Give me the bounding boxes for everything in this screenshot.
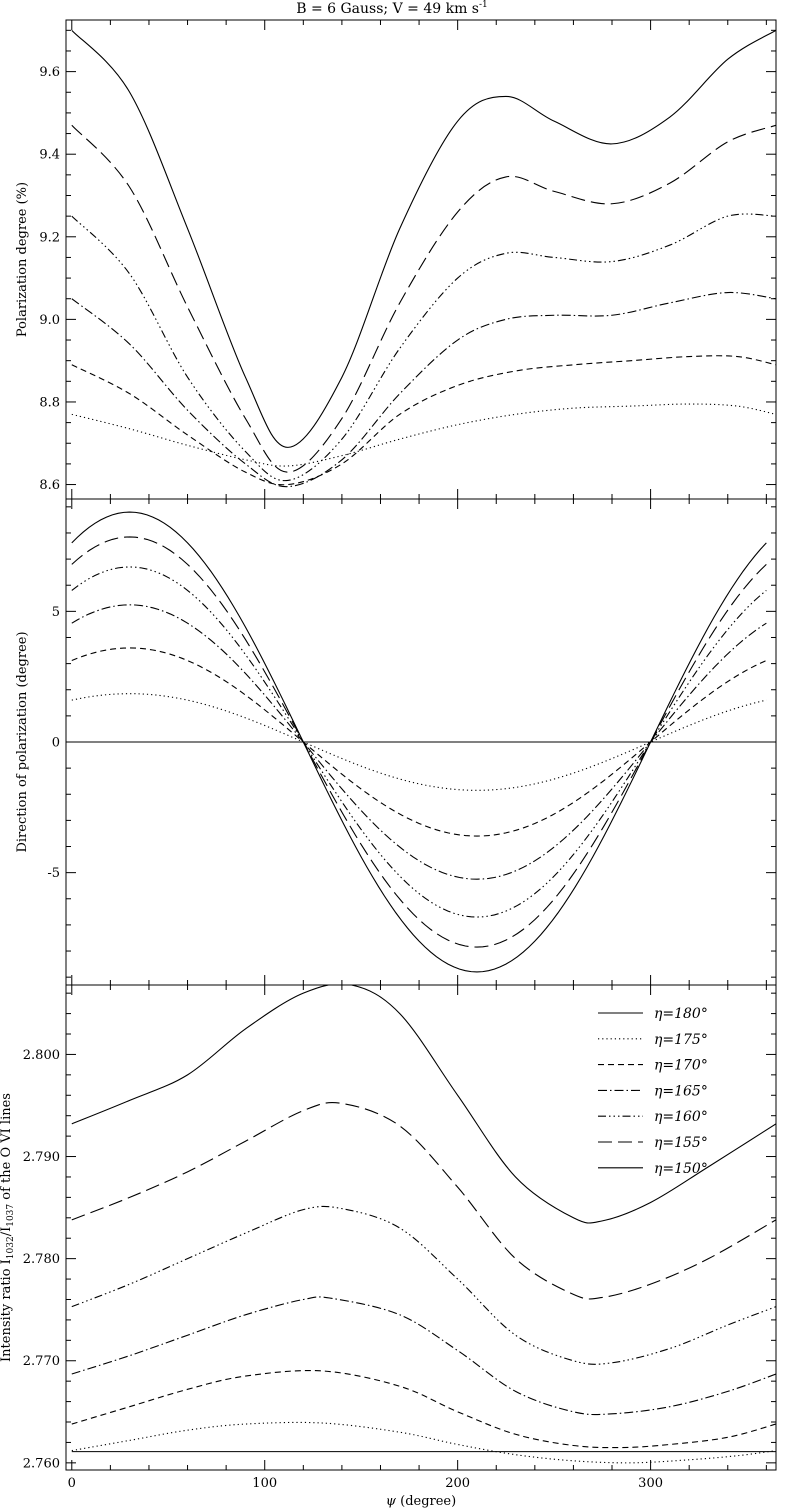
series-line-160	[71, 213, 776, 482]
y-axis-label: Direction of polarization (degree)	[15, 631, 30, 852]
y-axis-label: Polarization degree (%)	[15, 182, 30, 337]
legend: η=180° η=175° η=170° η=165° η=160° η=155° η=15…	[598, 1006, 708, 1177]
legend-label: η=160°	[654, 1109, 708, 1125]
y-tick-label: 9.4	[39, 148, 60, 163]
panel-direction-of-polarization: -5 0 5 Direction of polarization (degree)	[15, 498, 777, 986]
x-axis-label: ψ (degree)	[386, 1494, 456, 1509]
x-tick-label: 100	[252, 1476, 277, 1491]
x-tick-label: 200	[445, 1476, 470, 1491]
legend-label: η=170°	[654, 1058, 708, 1074]
series-line-160	[71, 1205, 776, 1365]
series-group	[71, 511, 767, 973]
y-tick-label: 8.8	[39, 395, 60, 410]
plot-frame	[65, 19, 777, 500]
x-tick-label: 300	[638, 1476, 663, 1491]
plot-frame	[65, 984, 777, 1471]
series-group	[71, 985, 776, 1464]
series-line-165	[71, 1296, 776, 1416]
y-tick-label: 9.6	[39, 65, 60, 80]
legend-label: η=175°	[654, 1032, 708, 1048]
series-line-175	[71, 403, 776, 467]
figure-title: B = 6 Gauss; V = 49 km s-1	[296, 0, 488, 17]
y-axis-label: Intensity ratio I1032/I1037 of the O VI …	[0, 1093, 16, 1362]
y-tick-label: 2.790	[23, 1150, 60, 1165]
y-tick-label: 2.770	[23, 1354, 60, 1369]
legend-label: η=165°	[654, 1083, 708, 1099]
series-line-165	[71, 291, 776, 488]
panel-intensity-ratio: 2.760 2.770 2.780 2.790 2.800 0 100 200 300 Inten…	[0, 984, 777, 1509]
series-line-170	[71, 1370, 776, 1449]
legend-label: η=155°	[654, 1135, 708, 1151]
svg-text:B = 6 Gauss; V = 49 km s-1: B = 6 Gauss; V = 49 km s-1	[296, 0, 488, 17]
y-tick-label: 0	[52, 736, 60, 751]
y-tick-label: 5	[52, 605, 60, 620]
series-line-150	[71, 985, 776, 1224]
y-tick-label: 9.0	[39, 313, 60, 328]
series-line-150	[71, 29, 776, 448]
y-tick-label: 2.760	[23, 1456, 60, 1471]
y-tick-label: 2.800	[23, 1048, 60, 1063]
series-line-170	[71, 355, 776, 486]
x-tick-label: 0	[68, 1476, 76, 1491]
series-line-175	[71, 1421, 776, 1464]
title-superscript: -1	[479, 0, 488, 10]
y-tick-label: -5	[47, 866, 60, 881]
legend-label: η=150°	[654, 1161, 708, 1177]
series-line-155	[71, 1102, 776, 1300]
title-text: B = 6 Gauss; V = 49 km s	[296, 1, 479, 17]
y-tick-label: 8.6	[39, 478, 60, 493]
panel-polarization-degree: 8.6 8.8 9.0 9.2 9.4 9.6 Polarization degree (%…	[15, 19, 777, 500]
series-group	[71, 29, 776, 488]
y-tick-label: 2.780	[23, 1252, 60, 1267]
y-tick-label: 9.2	[39, 230, 60, 245]
legend-label: η=180°	[654, 1006, 708, 1022]
